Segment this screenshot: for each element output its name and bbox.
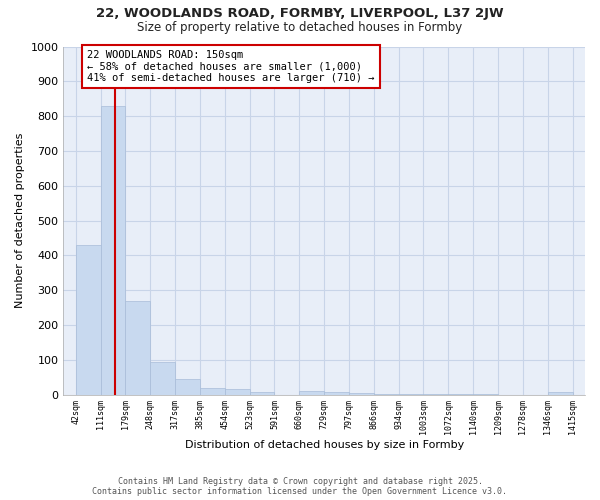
X-axis label: Distribution of detached houses by size in Formby: Distribution of detached houses by size … bbox=[185, 440, 464, 450]
Bar bbox=[76, 245, 101, 394]
Text: 22, WOODLANDS ROAD, FORMBY, LIVERPOOL, L37 2JW: 22, WOODLANDS ROAD, FORMBY, LIVERPOOL, L… bbox=[96, 8, 504, 20]
Bar bbox=[548, 392, 572, 394]
Bar bbox=[125, 300, 151, 394]
Text: 22 WOODLANDS ROAD: 150sqm
← 58% of detached houses are smaller (1,000)
41% of se: 22 WOODLANDS ROAD: 150sqm ← 58% of detac… bbox=[88, 50, 375, 83]
Bar bbox=[175, 379, 200, 394]
Bar bbox=[349, 393, 374, 394]
Bar bbox=[250, 392, 274, 394]
Bar bbox=[299, 391, 325, 394]
Bar bbox=[225, 390, 250, 394]
Text: Size of property relative to detached houses in Formby: Size of property relative to detached ho… bbox=[137, 21, 463, 34]
Bar bbox=[101, 106, 125, 395]
Text: Contains HM Land Registry data © Crown copyright and database right 2025.
Contai: Contains HM Land Registry data © Crown c… bbox=[92, 476, 508, 496]
Bar bbox=[151, 362, 175, 394]
Bar bbox=[325, 392, 349, 394]
Y-axis label: Number of detached properties: Number of detached properties bbox=[15, 133, 25, 308]
Bar bbox=[200, 388, 225, 394]
